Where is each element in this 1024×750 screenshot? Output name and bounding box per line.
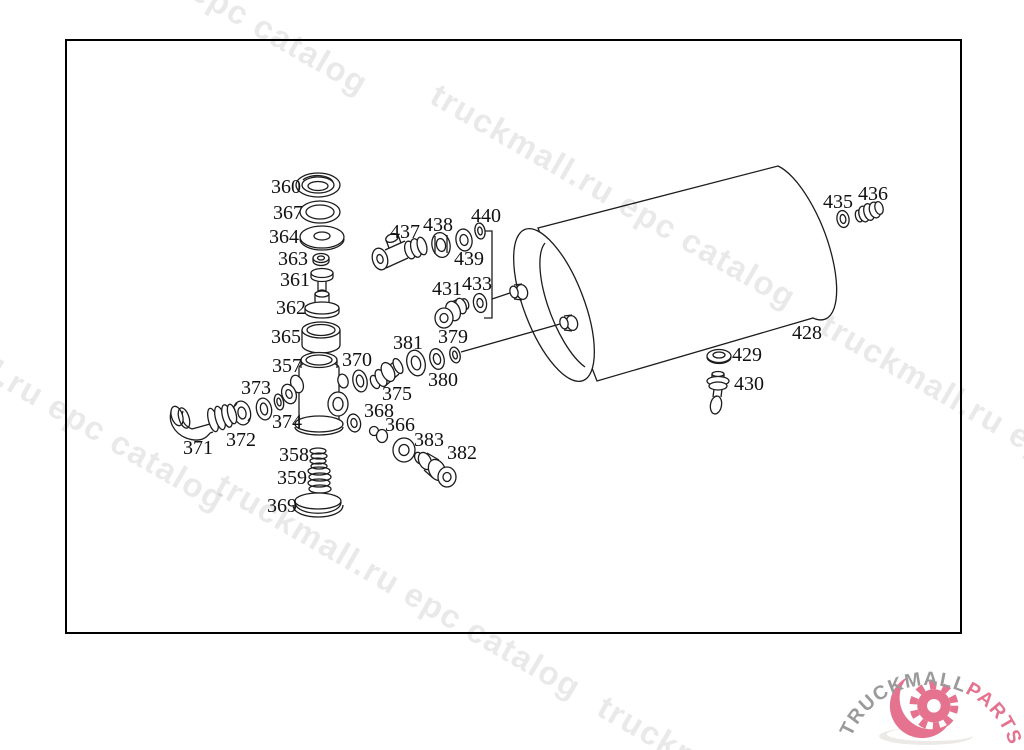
part-383-washer — [392, 437, 416, 463]
leader-bracket-440-433 — [484, 230, 511, 319]
part-label-367: 367 — [273, 202, 303, 224]
part-368-ring — [346, 413, 362, 433]
part-label-436: 436 — [858, 183, 888, 205]
part-437-valve — [371, 232, 428, 271]
part-428-air-tank — [509, 165, 838, 383]
part-label-431: 431 — [432, 278, 462, 300]
part-label-364: 364 — [269, 226, 299, 248]
part-label-358: 358 — [279, 444, 309, 466]
part-367-ring — [299, 200, 341, 224]
part-358-spring — [309, 447, 328, 470]
valve-body-right-port — [327, 373, 349, 417]
part-382-plug — [413, 451, 457, 488]
part-label-375: 375 — [382, 383, 412, 405]
part-379-washer — [449, 346, 461, 364]
diagram-frame — [65, 39, 962, 634]
logo-gear-icon — [909, 681, 959, 731]
part-label-438: 438 — [423, 214, 453, 236]
part-433-washer — [472, 292, 488, 314]
part-369-cup — [292, 492, 344, 518]
part-label-374: 374 — [272, 411, 302, 433]
part-label-372: 372 — [226, 429, 256, 451]
part-label-428: 428 — [792, 322, 822, 344]
part-label-435: 435 — [823, 191, 853, 213]
part-431-fitting — [434, 297, 470, 329]
valve-437-branch — [385, 232, 402, 249]
tank-port-upper — [509, 283, 529, 301]
part-429-washer — [706, 348, 732, 365]
part-366-fitting — [368, 425, 389, 444]
part-439-washer — [455, 228, 473, 252]
part-label-359: 359 — [277, 467, 307, 489]
part-359-spring — [307, 466, 332, 494]
part-436-plug — [854, 200, 884, 223]
part-label-366: 366 — [385, 414, 415, 436]
part-label-363: 363 — [278, 248, 308, 270]
part-380-washer — [429, 348, 445, 370]
part-374-o-ring — [273, 393, 285, 411]
part-371-elbow-pipe — [169, 403, 238, 441]
part-label-437: 437 — [390, 221, 420, 243]
part-label-440: 440 — [471, 205, 501, 227]
part-label-370: 370 — [342, 349, 372, 371]
part-label-360: 360 — [271, 176, 301, 198]
part-370-ring — [352, 369, 368, 393]
leader-line-379-to-port — [460, 323, 561, 353]
part-375-fitting — [369, 357, 404, 390]
part-357-valve-body — [280, 351, 349, 436]
part-label-373: 373 — [241, 377, 271, 399]
part-364-washer — [299, 225, 345, 251]
part-435-o-ring — [836, 209, 850, 229]
part-label-439: 439 — [454, 248, 484, 270]
part-373-ring — [255, 397, 273, 421]
truckmall-parts-logo: TRUCKMALLPARTS — [836, 666, 1022, 748]
part-label-430: 430 — [734, 373, 764, 395]
part-372-nut — [232, 400, 252, 426]
part-363-bushing — [312, 252, 330, 267]
part-label-429: 429 — [732, 344, 762, 366]
part-label-382: 382 — [447, 442, 477, 464]
part-label-380: 380 — [428, 369, 458, 391]
part-430-drain-valve — [706, 370, 730, 415]
part-362-valve-seat — [304, 290, 340, 319]
part-label-362: 362 — [276, 297, 306, 319]
part-361-screw — [310, 267, 334, 295]
part-label-379: 379 — [438, 326, 468, 348]
part-label-368: 368 — [364, 400, 394, 422]
part-label-381: 381 — [393, 332, 423, 354]
part-label-357: 357 — [272, 355, 302, 377]
part-label-433: 433 — [462, 273, 492, 295]
part-381-nut — [406, 349, 426, 377]
part-label-371: 371 — [183, 437, 213, 459]
part-438-nut — [431, 231, 451, 259]
part-label-365: 365 — [271, 326, 301, 348]
valve-body-left-port — [280, 374, 305, 405]
part-365-cap — [301, 321, 341, 354]
part-label-369: 369 — [267, 495, 297, 517]
tank-port-lower — [559, 314, 579, 332]
part-440-o-ring — [474, 222, 486, 240]
part-label-383: 383 — [414, 429, 444, 451]
part-360-seal-ring — [295, 172, 341, 198]
part-label-361: 361 — [280, 269, 310, 291]
